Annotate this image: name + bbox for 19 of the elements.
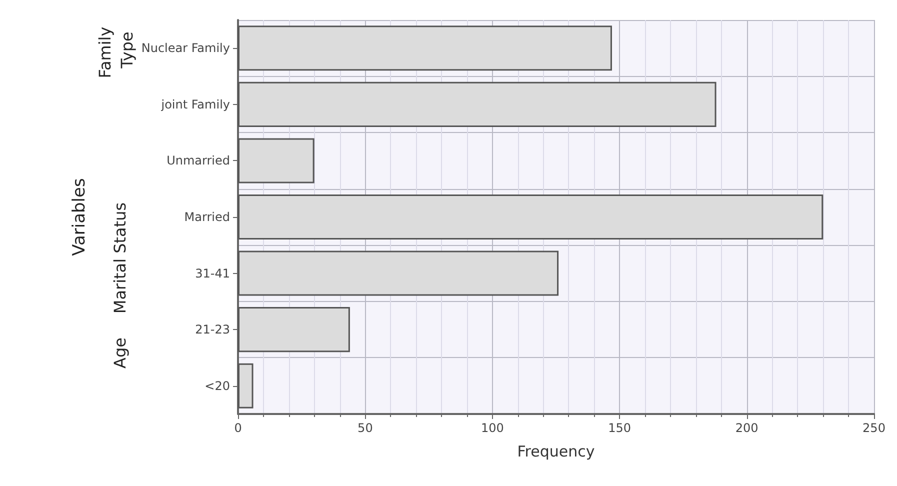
y-tick-label: Unmarried [166,154,230,168]
y-tick-label: Married [184,210,230,224]
bar [238,363,254,408]
text: Family Type [96,22,136,78]
y-tick-label: 21-23 [195,322,230,337]
x-tick-label: 100 [480,421,504,435]
x-tick-label: 150 [608,421,632,435]
x-tick-label: 0 [234,421,242,435]
y-tick-label: joint Family [160,97,230,112]
y-tick-label: <20 [204,378,230,393]
x-tick-label: 250 [862,421,886,435]
x-tick-label: 50 [358,421,373,435]
y-tick-label: Nuclear Family [141,41,230,56]
text: Marital Status [110,202,130,314]
x-tick-label: 200 [735,421,758,435]
y-tick-label: 31-41 [195,266,230,280]
x-axis-title: Frequency [517,442,595,460]
text: Age [110,338,130,368]
y-axis-title: Variables [70,178,90,256]
